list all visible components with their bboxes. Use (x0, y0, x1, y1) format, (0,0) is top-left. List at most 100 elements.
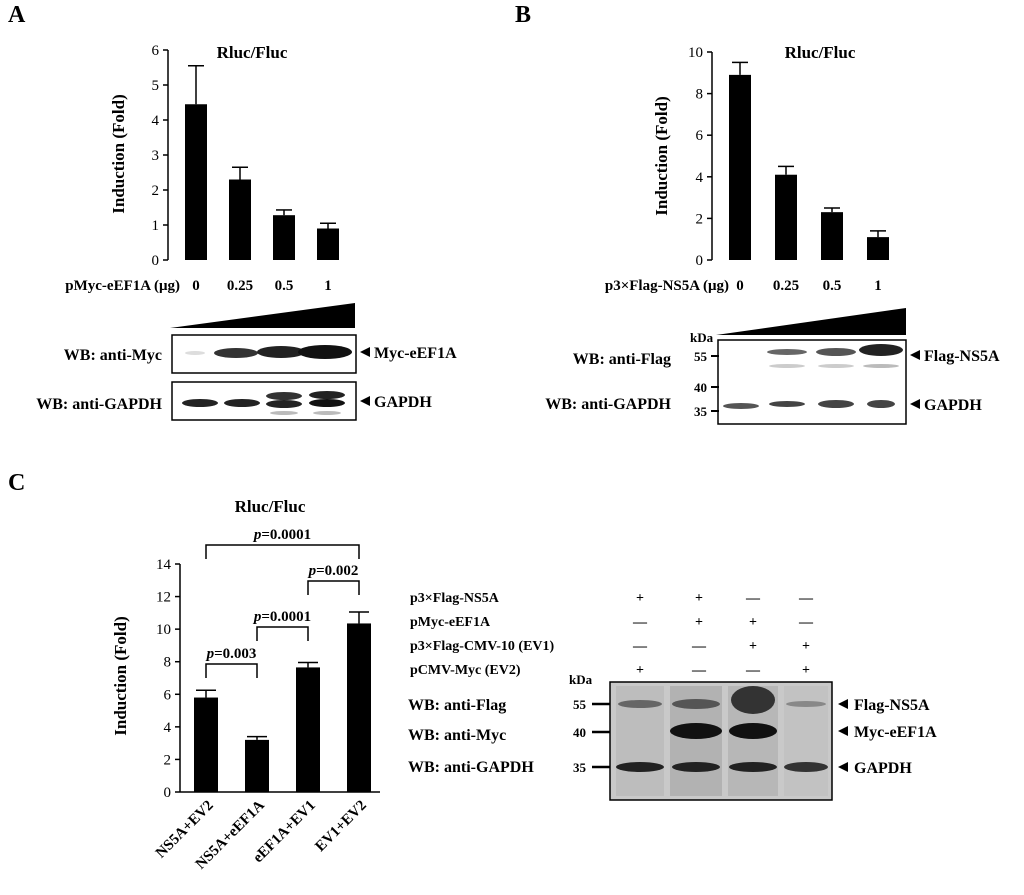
band (784, 762, 828, 772)
x-tick-label: 1 (874, 278, 882, 294)
x-axis-label: p3×Flag-NS5A (μg) (605, 278, 729, 294)
x-tick-label: 0.25 (773, 278, 799, 294)
panel-a: A Rluc/Fluc Induction (Fold) pMyc-eEF1A … (8, 2, 457, 421)
condition-label: pCMV-Myc (EV2) (410, 663, 521, 678)
y-tick-label: 6 (152, 43, 160, 59)
p-value: =0.0001 (261, 609, 311, 625)
band (818, 364, 854, 368)
condition-symbol: + (749, 615, 757, 630)
band-label: Myc-eEF1A (374, 345, 457, 362)
y-tick-label: 4 (152, 113, 160, 129)
x-tick-label: 0 (192, 278, 200, 294)
panel-c: C Rluc/Fluc Induction (Fold) 0 2 4 6 8 10 12 14… (8, 470, 937, 873)
band (769, 401, 805, 407)
chart-title: Rluc/Fluc (217, 43, 288, 62)
y-tick-label: 0 (164, 785, 172, 801)
mw-marker: 55 (573, 697, 587, 712)
condition-label: p3×Flag-CMV-10 (EV1) (410, 639, 555, 654)
y-tick-label: 1 (152, 218, 160, 234)
kda-label: kDa (690, 330, 714, 345)
band (729, 762, 777, 772)
band-label: GAPDH (924, 397, 982, 414)
condition-table: p3×Flag-NS5A pMyc-eEF1A p3×Flag-CMV-10 (… (410, 591, 814, 678)
bar (229, 179, 251, 260)
arrowhead-icon (910, 350, 920, 360)
wb-label: WB: anti-GAPDH (545, 396, 671, 413)
band (266, 392, 302, 400)
band (786, 701, 826, 707)
y-tick-label: 4 (164, 720, 172, 736)
bar (245, 739, 269, 792)
y-tick-label: 12 (156, 590, 171, 606)
arrowhead-icon (910, 399, 920, 409)
y-axis-label: Induction (Fold) (109, 94, 128, 214)
y-tick-label: 4 (696, 170, 704, 186)
p-value-label: p=0.002 (307, 563, 359, 579)
wb-label: WB: anti-Flag (408, 697, 506, 714)
band (616, 762, 664, 772)
y-tick-label: 5 (152, 78, 160, 94)
chart-title: Rluc/Fluc (785, 43, 856, 62)
band-label: Flag-NS5A (854, 697, 930, 714)
band (769, 364, 805, 368)
condition-symbol: + (695, 591, 703, 606)
band (214, 348, 258, 358)
panel-b-chart: Rluc/Fluc Induction (Fold) p3×Flag-NS5A … (605, 43, 889, 294)
band (182, 399, 218, 407)
x-tick-label: 0.5 (823, 278, 842, 294)
mw-marker: 40 (694, 380, 707, 395)
band (867, 400, 895, 408)
condition-label: p3×Flag-NS5A (410, 591, 500, 606)
mw-marker: 35 (694, 404, 708, 419)
p-symbol: p (205, 646, 215, 662)
band (731, 686, 775, 714)
panel-b: B Rluc/Fluc Induction (Fold) p3×Flag-NS5… (515, 2, 1000, 425)
significance-bracket (307, 580, 360, 595)
band (618, 700, 662, 708)
p-value-label: p=0.003 (205, 646, 257, 662)
bar (185, 104, 207, 260)
arrowhead-icon (838, 699, 848, 709)
y-tick-label: 14 (156, 557, 172, 573)
dose-wedge (716, 308, 906, 335)
bar (317, 228, 339, 260)
panel-b-label: B (515, 2, 531, 28)
bar (867, 237, 889, 260)
condition-symbol: — (745, 663, 761, 678)
y-tick-label: 10 (688, 45, 703, 61)
band (729, 723, 777, 739)
arrowhead-icon (838, 726, 848, 736)
band-label: Myc-eEF1A (854, 724, 937, 741)
x-tick-label: 1 (324, 278, 332, 294)
bar (194, 697, 218, 792)
p-value: =0.003 (214, 646, 256, 662)
condition-symbol: + (695, 615, 703, 630)
bar (296, 667, 320, 792)
band (672, 762, 720, 772)
y-tick-label: 8 (696, 87, 704, 103)
band (818, 400, 854, 408)
arrowhead-icon (360, 396, 370, 406)
bar (729, 74, 751, 260)
chart-title: Rluc/Fluc (235, 497, 306, 516)
band (257, 346, 305, 358)
band (816, 348, 856, 356)
p-value: =0.002 (316, 563, 358, 579)
y-tick-label: 6 (164, 687, 172, 703)
mw-marker: 55 (694, 349, 708, 364)
x-tick-label: 0.5 (275, 278, 294, 294)
condition-symbol: — (632, 639, 648, 654)
p-symbol: p (252, 609, 262, 625)
western-blot-a: WB: anti-Myc WB: anti-GAPDH Myc-eEF1A GA… (36, 303, 457, 421)
western-blot-c: p3×Flag-NS5A pMyc-eEF1A p3×Flag-CMV-10 (… (408, 591, 937, 801)
x-tick-label: EV1+EV2 (312, 798, 369, 855)
panel-a-chart: Rluc/Fluc Induction (Fold) pMyc-eEF1A (μ… (65, 43, 339, 294)
y-tick-label: 6 (696, 128, 704, 144)
wb-label: WB: anti-GAPDH (36, 396, 162, 413)
condition-symbol: — (745, 591, 761, 606)
panel-a-label: A (8, 2, 26, 28)
condition-symbol: — (691, 639, 707, 654)
condition-symbol: — (798, 591, 814, 606)
bar (821, 212, 843, 260)
